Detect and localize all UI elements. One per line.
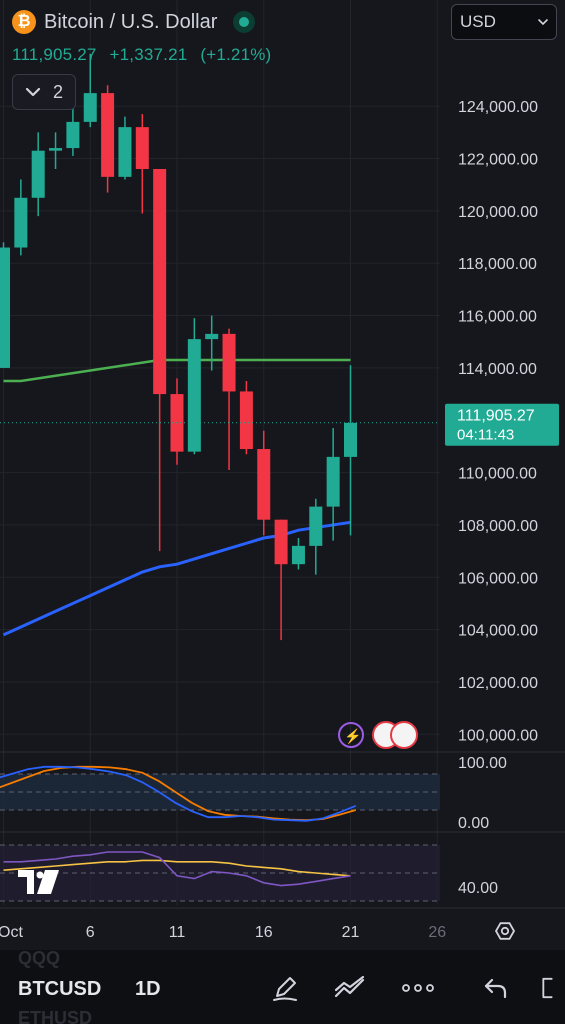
candle-body [101, 93, 115, 177]
rsi-axis-label: 40.00 [458, 880, 498, 897]
candle-body [291, 545, 305, 565]
bar-countdown: 04:11:43 [457, 427, 514, 444]
price-axis-label: 118,000.00 [458, 256, 537, 273]
price-summary: 111,905.27 +1,337.21 (+1.21%) [12, 45, 279, 65]
time-axis-label: Oct [0, 924, 23, 941]
time-axis-label: 6 [86, 924, 95, 941]
interval-button[interactable]: 1D [135, 978, 161, 1000]
candle-body [66, 121, 80, 149]
ma-green-line [3, 358, 351, 383]
candle-body [14, 197, 28, 248]
indicators-button[interactable] [328, 968, 372, 1008]
candle-body [257, 449, 271, 520]
us-flag-icon [390, 721, 418, 749]
stoch-k-line [0, 765, 357, 822]
last-price: 111,905.27 [12, 45, 97, 64]
ma-blue-line [2, 520, 351, 637]
candle-body [49, 148, 63, 151]
indicator-count: 2 [52, 81, 63, 102]
candle-body [0, 247, 10, 368]
indicators-icon [334, 975, 365, 998]
candle-body [153, 169, 167, 395]
candle-body [309, 506, 323, 546]
undo-button[interactable] [474, 968, 518, 1008]
bitcoin-icon: ₿ [12, 10, 36, 34]
candle-body [187, 339, 201, 452]
symbol-button[interactable]: BTCUSD [18, 978, 102, 1000]
price-axis-label: 122,000.00 [458, 152, 538, 169]
collapse-indicators-button[interactable]: 2 [12, 74, 76, 110]
tradingview-logo-dot [36, 871, 44, 879]
symbol-header[interactable]: ₿ Bitcoin / U.S. Dollar [12, 10, 256, 34]
chevron-down-icon [538, 18, 548, 25]
symbol-title[interactable]: Bitcoin / U.S. Dollar [44, 10, 218, 33]
time-axis-label: 16 [255, 924, 273, 941]
candle-body [326, 456, 340, 507]
candle-body [344, 422, 357, 457]
price-axis-label: 124,000.00 [458, 99, 538, 116]
flash-icon: ⚡ [344, 728, 361, 745]
price-axis-label: 110,000.00 [458, 466, 537, 483]
candle-body [31, 150, 45, 198]
candle-body [83, 93, 97, 122]
more-dots-icon [402, 984, 434, 992]
more-button[interactable] [396, 968, 440, 1008]
price-change: +1,337.21 [109, 45, 188, 64]
price-axis-label: 100,000.00 [458, 727, 538, 744]
bottom-toolbar [0, 950, 565, 1024]
price-change-percent: (+1.21%) [200, 45, 272, 64]
candle-body [274, 519, 288, 565]
stoch-axis-label: 100.00 [458, 755, 507, 772]
currency-select[interactable]: USD [451, 4, 557, 40]
undo-icon [484, 978, 507, 999]
rsi-line [3, 851, 351, 887]
time-axis-label: 26 [428, 924, 446, 941]
price-axis-label: 108,000.00 [458, 518, 538, 535]
event-flash-badge [338, 722, 364, 748]
settings-icon-center [500, 926, 510, 936]
tradingview-logo [18, 870, 59, 894]
price-axis-label: 104,000.00 [458, 623, 538, 640]
fullscreen-button[interactable] [540, 968, 565, 1008]
price-axis-label: 106,000.00 [458, 570, 538, 587]
fullscreen-icon [542, 977, 553, 999]
currency-value: USD [460, 12, 496, 31]
candle-body [135, 127, 149, 170]
price-axis-label: 116,000.00 [458, 309, 537, 326]
drawing-tool-button[interactable] [263, 968, 307, 1008]
chevron-down-icon [25, 87, 41, 97]
settings-icon [494, 922, 516, 940]
time-axis-label: 21 [342, 924, 360, 941]
chart-area[interactable]: 124,000.00 122,000.00 120,000.00 118,000.00… [0, 0, 565, 950]
candle-body [118, 127, 132, 177]
watchlist-next-symbol[interactable]: ETHUSD [18, 1008, 93, 1024]
tradingview-logo-mark [18, 870, 59, 894]
price-axis-label: 114,000.00 [458, 361, 537, 378]
price-axis-label: 102,000.00 [458, 675, 538, 692]
current-price-tag-value: 111,905.27 [457, 408, 535, 425]
candle-body [222, 333, 236, 392]
pen-icon [273, 977, 297, 1001]
settings-icon-hexagon [494, 922, 516, 940]
stoch-axis-label: 0.00 [458, 815, 489, 832]
market-open-icon [233, 11, 256, 33]
candle-body [205, 333, 219, 340]
candle-body [170, 394, 184, 452]
current-price-tag [445, 403, 559, 446]
candle-body [239, 391, 253, 450]
watchlist-prev-symbol[interactable]: QQQ [18, 948, 61, 968]
rsi-ma-line [3, 859, 351, 877]
price-axis-label: 120,000.00 [458, 204, 538, 221]
time-axis-label: 11 [169, 924, 186, 941]
